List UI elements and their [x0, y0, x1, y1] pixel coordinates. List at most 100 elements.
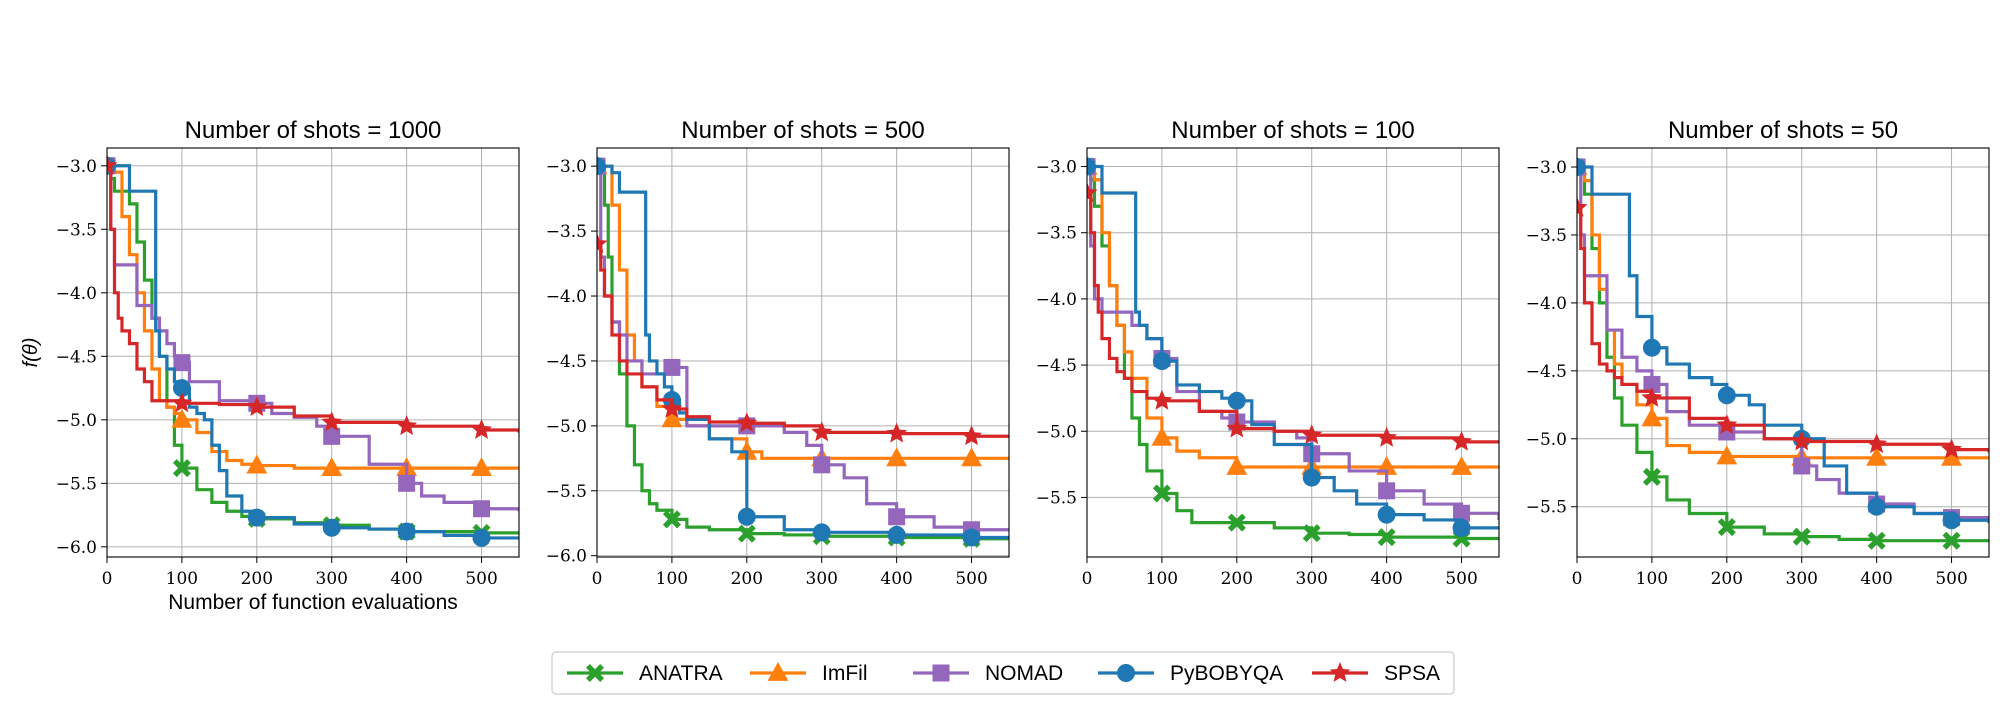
y-tick-label: −4.5: [1526, 362, 1567, 382]
x-tick-label: 500: [955, 569, 987, 589]
panel-title: Number of shots = 500: [681, 117, 924, 144]
y-tick-label: −3.0: [1526, 158, 1567, 178]
series-line-imfil: [1577, 165, 1989, 460]
marker-pybobyqa: [1227, 391, 1246, 410]
marker-spsa: [171, 392, 193, 413]
marker-imfil: [1641, 407, 1663, 427]
marker-pybobyqa: [812, 523, 831, 542]
marker-nomad: [1378, 482, 1396, 500]
x-tick-label: 300: [806, 569, 838, 589]
x-tick-label: 200: [1711, 569, 1743, 589]
marker-nomad: [323, 427, 341, 445]
legend-item-anatra: ANATRA: [567, 662, 723, 685]
marker-anatra: [1377, 528, 1396, 547]
marker-pybobyqa: [472, 528, 491, 547]
legend-item-spsa: SPSA: [1312, 662, 1440, 685]
series-line-nomad: [1577, 165, 1989, 521]
marker-spsa: [1866, 433, 1888, 454]
marker-anatra: [1227, 513, 1246, 532]
legend-item-imfil: ImFil: [750, 662, 868, 685]
y-tick-label: −4.5: [546, 352, 587, 372]
marker-pybobyqa: [1717, 386, 1736, 405]
marker-spsa: [1087, 182, 1098, 202]
marker-anatra: [737, 524, 756, 543]
series-group: [1577, 156, 1989, 550]
marker-pybobyqa: [1087, 157, 1096, 176]
panel-title: Number of shots = 50: [1668, 117, 1898, 144]
grid: [1576, 148, 1989, 557]
marker-anatra: [1942, 531, 1961, 550]
marker-spsa: [396, 415, 418, 436]
y-tick-label: −5.5: [1036, 488, 1077, 508]
marker-imfil: [961, 447, 982, 467]
panel-1: 0 100 200 300 400 500 −3.0 −3.5 −4.0 −4.5 −5.0 −5.5…: [20, 117, 520, 614]
marker-spsa: [1301, 424, 1323, 445]
x-tick-label: 200: [731, 569, 763, 589]
legend-item-pybobyqa: PyBOBYQA: [1098, 662, 1283, 685]
marker-spsa: [1941, 438, 1963, 459]
plot-frame: [1086, 147, 1500, 558]
y-tick-label: −6.0: [546, 547, 587, 567]
panel-title: Number of shots = 100: [1171, 117, 1414, 144]
x-tick-label: 400: [1860, 569, 1892, 589]
marker-imfil: [471, 457, 492, 477]
legend-label: ImFil: [822, 662, 868, 685]
y-axis-label: f(θ): [20, 338, 42, 368]
marker-spsa: [886, 422, 908, 443]
marker-imfil: [661, 408, 683, 428]
series-line-anatra: [1577, 165, 1989, 543]
x-tick-label: 100: [166, 569, 198, 589]
x-tick-label: 400: [390, 569, 422, 589]
marker-imfil: [246, 454, 268, 474]
grid: [596, 148, 1009, 557]
y-tick-label: −5.5: [56, 474, 97, 494]
marker-pybobyqa: [322, 518, 341, 537]
x-tick-label: 500: [465, 569, 497, 589]
panel-3: 0 100 200 300 400 500 −3.0 −3.5 −4.0 −4.5 −5.0 −5.5…: [1036, 117, 1500, 589]
legend-label: PyBOBYQA: [1170, 662, 1283, 685]
legend-item-nomad: NOMAD: [913, 662, 1063, 685]
marker-spsa: [1226, 417, 1248, 438]
marker-imfil: [1451, 455, 1472, 475]
panel-title: Number of shots = 1000: [185, 117, 442, 144]
marker-pybobyqa: [737, 507, 756, 526]
marker-anatra: [1152, 484, 1171, 503]
marker-nomad: [398, 474, 416, 492]
marker-pybobyqa: [1577, 158, 1586, 177]
y-tick-label: −5.5: [546, 482, 587, 502]
marker-pybobyqa: [1942, 511, 1961, 530]
marker-anatra: [172, 459, 191, 478]
x-tick-label: 0: [1082, 569, 1093, 589]
series-line-pybobyqa: [597, 164, 1009, 540]
y-tick-label: −3.0: [56, 157, 97, 177]
x-tick-label: 200: [1221, 569, 1253, 589]
legend-frame: [551, 651, 1455, 695]
marker-spsa: [1376, 426, 1398, 447]
legend-marker: [932, 664, 950, 682]
x-tick-label: 300: [1786, 569, 1818, 589]
marker-nomad: [173, 354, 191, 372]
series-group: [107, 154, 519, 547]
marker-pybobyqa: [887, 525, 906, 544]
marker-nomad: [473, 500, 491, 518]
marker-spsa: [246, 396, 268, 417]
series-line-anatra: [1087, 164, 1499, 541]
panel-2: 0 100 200 300 400 500 −3.0 −3.5 −4.0 −4.5 −5.0 −5.5…: [546, 117, 1010, 589]
marker-anatra: [1867, 531, 1886, 550]
marker-pybobyqa: [247, 508, 266, 527]
series-line-pybobyqa: [107, 164, 519, 540]
marker-pybobyqa: [397, 522, 416, 541]
grid: [106, 148, 519, 557]
marker-pybobyqa: [1867, 497, 1886, 516]
legend: ANATRA ImFil NOMAD PyBOBYQA SPSA: [551, 651, 1455, 695]
legend-label: ANATRA: [639, 662, 723, 685]
marker-pybobyqa: [597, 157, 606, 176]
y-tick-label: −4.5: [1036, 356, 1077, 376]
marker-pybobyqa: [1152, 352, 1171, 371]
series-line-spsa: [1577, 206, 1989, 453]
marker-spsa: [811, 421, 833, 442]
plot-frame: [106, 147, 520, 558]
marker-imfil: [1716, 445, 1738, 465]
marker-nomad: [888, 508, 906, 526]
